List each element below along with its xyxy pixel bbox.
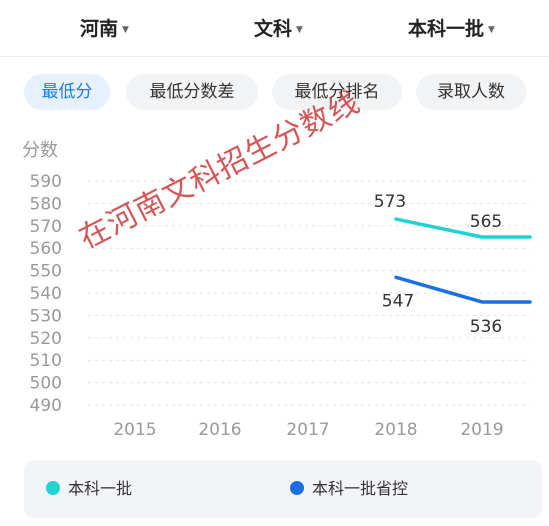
province-dropdown[interactable]: 河南 ▼ xyxy=(80,14,129,42)
y-tick-label: 560 xyxy=(30,239,62,259)
x-tick-label: 2017 xyxy=(286,420,329,440)
y-tick-label: 590 xyxy=(30,172,62,192)
tab-min-score-rank[interactable]: 最低分排名 xyxy=(272,74,402,110)
x-tick-label: 2019 xyxy=(460,420,503,440)
batch-dropdown[interactable]: 本科一批 ▼ xyxy=(408,14,495,42)
series-lines xyxy=(394,217,532,304)
x-tick-label: 2015 xyxy=(113,420,156,440)
series-line xyxy=(394,275,532,304)
filter-bar: 河南 ▼ 文科 ▼ 本科一批 ▼ xyxy=(0,0,549,57)
data-labels: 573 565 547 536 xyxy=(374,192,502,337)
y-tick-label: 510 xyxy=(30,351,62,371)
tab-min-score-diff[interactable]: 最低分数差 xyxy=(126,74,258,110)
subject-label: 文科 xyxy=(254,18,293,40)
y-tick-label: 580 xyxy=(30,194,62,214)
y-tick-label: 540 xyxy=(30,284,62,304)
tab-admission-count[interactable]: 录取人数 xyxy=(416,74,526,110)
chevron-down-icon: ▼ xyxy=(296,24,303,35)
legend-swatch xyxy=(46,480,60,495)
y-tick-label: 500 xyxy=(30,374,62,394)
legend-item-series-2[interactable]: 本科一批省控 xyxy=(290,460,408,518)
series-line xyxy=(394,217,532,239)
tab-min-score[interactable]: 最低分 xyxy=(24,74,110,110)
legend-item-series-1[interactable]: 本科一批 xyxy=(46,460,132,518)
province-label: 河南 xyxy=(80,18,119,40)
y-tick-label: 520 xyxy=(30,329,62,349)
y-tick-label: 550 xyxy=(30,262,62,282)
chevron-down-icon: ▼ xyxy=(122,24,129,35)
data-label: 536 xyxy=(470,317,502,337)
legend-swatch xyxy=(290,480,304,495)
legend-label: 本科一批 xyxy=(68,479,133,498)
x-axis: 2015 2016 2017 2018 2019 xyxy=(113,420,503,440)
y-tick-label: 570 xyxy=(30,217,62,237)
data-label: 573 xyxy=(374,192,406,212)
legend-label: 本科一批省控 xyxy=(312,479,409,498)
chevron-down-icon: ▼ xyxy=(488,24,495,35)
data-label: 565 xyxy=(470,212,502,232)
y-axis-label: 分数 xyxy=(22,140,58,161)
metric-tabs: 最低分 最低分数差 最低分排名 录取人数 xyxy=(0,74,549,110)
y-tick-label: 490 xyxy=(30,396,62,416)
subject-dropdown[interactable]: 文科 ▼ xyxy=(254,14,303,42)
legend: 本科一批 本科一批省控 xyxy=(24,460,542,518)
batch-label: 本科一批 xyxy=(408,18,485,40)
y-tick-label: 530 xyxy=(30,306,62,326)
x-tick-label: 2018 xyxy=(374,420,417,440)
data-label: 547 xyxy=(382,291,414,311)
x-tick-label: 2016 xyxy=(198,420,241,440)
